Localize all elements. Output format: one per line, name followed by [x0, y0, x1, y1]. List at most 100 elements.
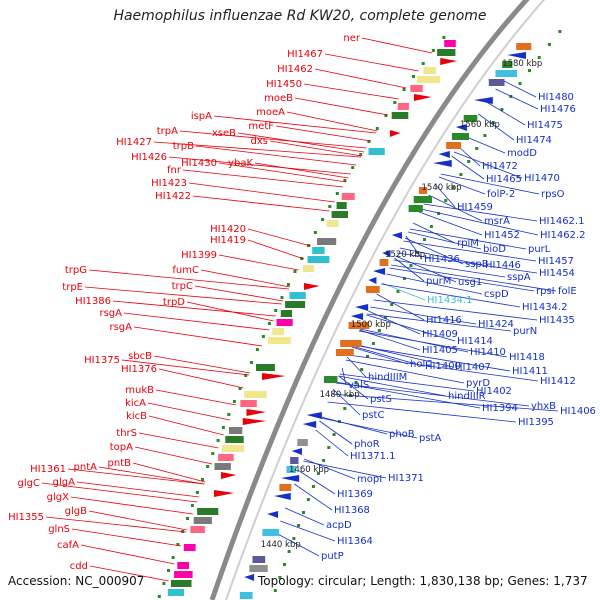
tick-dot	[483, 134, 487, 137]
gene-block	[268, 337, 291, 344]
gene-block	[280, 310, 292, 317]
right-connector	[453, 151, 523, 179]
left-gene-label: moeA	[256, 107, 285, 118]
tick-dot	[343, 179, 347, 182]
gene-block	[379, 259, 389, 266]
tick-dot	[221, 426, 225, 429]
left-connector	[88, 269, 290, 290]
right-gene-label: HI1435	[539, 315, 575, 326]
gene-arrow	[306, 412, 322, 419]
left-connector	[237, 132, 365, 153]
left-gene-label: mukB	[125, 385, 154, 396]
left-connector	[188, 182, 335, 203]
left-gene-label: glnS	[48, 524, 70, 535]
genome-backbone-inner	[225, 0, 546, 600]
right-connector	[376, 293, 425, 321]
gene-arrow	[372, 268, 386, 275]
left-gene-label: HI1420	[210, 224, 246, 235]
gene-arrow	[242, 418, 267, 425]
gene-arrow	[389, 130, 401, 137]
left-connector	[84, 286, 282, 305]
left-gene-label: kicA	[125, 398, 146, 409]
left-connector	[195, 145, 357, 166]
left-gene-label: rsgA	[99, 308, 122, 319]
gene-arrow	[432, 160, 452, 167]
right-connector	[335, 382, 530, 407]
left-gene-label: HI1361	[30, 464, 66, 475]
gene-block	[340, 340, 362, 347]
right-gene-label: pstS	[370, 394, 392, 405]
right-gene-label: HI1414	[457, 336, 493, 347]
left-connector	[134, 446, 213, 465]
left-gene-label: pntB	[108, 458, 132, 469]
right-connector	[423, 203, 538, 222]
right-gene-label: HI1368	[334, 505, 370, 516]
right-connector	[319, 420, 353, 445]
left-connector	[213, 115, 377, 134]
left-connector	[254, 162, 349, 179]
tick-dot	[491, 121, 495, 124]
tick-dot	[255, 348, 259, 351]
left-connector	[123, 312, 270, 331]
left-connector	[67, 468, 205, 485]
right-connector	[486, 101, 526, 126]
right-connector	[418, 211, 483, 236]
gene-block	[221, 445, 245, 452]
right-gene-label: HI1400	[425, 361, 461, 372]
tick-dot	[327, 446, 331, 449]
tick-dot	[528, 69, 531, 72]
right-gene-label: purM	[426, 276, 451, 287]
left-gene-label: fumC	[172, 265, 199, 276]
right-gene-label: valS	[348, 380, 369, 391]
left-connector	[80, 544, 175, 565]
gene-block	[286, 466, 296, 473]
right-gene-label: cspD	[484, 289, 509, 300]
gene-arrow	[244, 574, 255, 581]
gene-arrow	[391, 232, 402, 239]
left-gene-label: ner	[343, 33, 360, 44]
tick-dot	[335, 192, 339, 195]
tick-dot	[518, 82, 522, 85]
tick-dot	[306, 498, 310, 501]
gene-block	[324, 376, 338, 383]
left-connector	[247, 228, 311, 247]
right-gene-label: HI1472	[482, 161, 518, 172]
right-gene-label: HI1434.2	[522, 302, 567, 313]
left-connector	[269, 140, 362, 157]
genome-backbone-outer	[209, 0, 530, 600]
tick-dot	[367, 140, 371, 143]
gene-block	[262, 529, 280, 536]
right-connector	[358, 330, 508, 358]
right-connector	[373, 299, 538, 321]
right-gene-label: HI1418	[509, 352, 545, 363]
left-gene-label: trpC	[172, 281, 193, 292]
tick-dot	[328, 205, 332, 208]
right-gene-label: HI1409	[422, 329, 458, 340]
left-gene-label: HI1426	[131, 152, 167, 163]
right-gene-label: sspA	[507, 272, 531, 283]
tick-dot	[195, 491, 199, 494]
tick-dot	[292, 537, 296, 540]
right-connector	[390, 264, 557, 292]
gene-block	[423, 67, 436, 74]
tick-dot	[167, 569, 170, 572]
left-gene-label: fnr	[167, 165, 182, 176]
tick-dot	[280, 296, 284, 299]
left-gene-label: HI1375	[84, 355, 120, 366]
tick-dot	[157, 595, 161, 598]
right-connector	[463, 135, 506, 154]
gene-arrow	[368, 277, 377, 284]
gene-arrow	[455, 124, 467, 131]
tick-dot	[442, 36, 446, 39]
left-gene-label: HI1376	[121, 364, 157, 375]
gene-block	[495, 70, 517, 77]
tick-dot	[402, 277, 406, 280]
tick-dot	[444, 199, 448, 202]
right-connector	[457, 145, 481, 167]
tick-dot	[451, 186, 455, 189]
gene-block	[229, 427, 243, 434]
gene-block	[391, 112, 409, 119]
right-connector	[338, 375, 447, 397]
gene-arrow	[438, 151, 450, 158]
right-connector	[495, 88, 539, 110]
